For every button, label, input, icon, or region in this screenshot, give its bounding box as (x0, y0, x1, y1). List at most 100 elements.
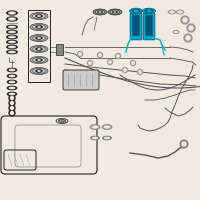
Ellipse shape (104, 137, 110, 139)
FancyBboxPatch shape (130, 13, 142, 40)
Ellipse shape (102, 136, 112, 140)
Ellipse shape (7, 86, 17, 90)
Circle shape (132, 62, 134, 64)
Circle shape (130, 60, 136, 66)
Circle shape (10, 112, 14, 114)
Circle shape (88, 60, 92, 66)
Ellipse shape (170, 11, 174, 13)
Ellipse shape (58, 119, 66, 122)
Ellipse shape (32, 46, 46, 51)
Circle shape (89, 62, 91, 64)
Circle shape (108, 60, 112, 64)
Circle shape (122, 68, 128, 72)
Ellipse shape (30, 12, 48, 20)
Ellipse shape (7, 68, 17, 72)
Ellipse shape (7, 92, 17, 96)
Ellipse shape (8, 18, 16, 20)
Ellipse shape (36, 70, 42, 72)
Ellipse shape (92, 126, 98, 128)
Ellipse shape (6, 45, 18, 49)
Circle shape (124, 69, 126, 71)
Ellipse shape (38, 70, 40, 72)
Ellipse shape (32, 36, 46, 40)
Ellipse shape (8, 26, 16, 28)
Circle shape (117, 55, 119, 57)
Ellipse shape (93, 9, 107, 15)
FancyBboxPatch shape (146, 15, 152, 36)
Circle shape (98, 52, 102, 58)
Ellipse shape (32, 24, 46, 29)
Ellipse shape (130, 8, 142, 14)
Ellipse shape (102, 124, 112, 130)
Ellipse shape (9, 87, 15, 89)
Ellipse shape (32, 14, 46, 19)
Ellipse shape (104, 126, 110, 128)
Ellipse shape (36, 36, 42, 40)
Ellipse shape (110, 10, 120, 14)
Circle shape (186, 36, 190, 40)
Ellipse shape (36, 58, 42, 62)
Ellipse shape (6, 25, 18, 29)
Circle shape (9, 110, 15, 116)
Ellipse shape (30, 23, 48, 30)
Ellipse shape (36, 47, 42, 50)
Ellipse shape (6, 17, 18, 21)
FancyBboxPatch shape (133, 15, 139, 36)
Ellipse shape (176, 10, 184, 14)
Ellipse shape (6, 11, 18, 15)
Circle shape (9, 95, 15, 101)
Ellipse shape (108, 9, 122, 15)
Ellipse shape (32, 58, 46, 62)
Ellipse shape (7, 80, 17, 84)
FancyBboxPatch shape (56, 44, 63, 55)
FancyBboxPatch shape (63, 70, 99, 90)
Ellipse shape (9, 75, 15, 77)
Ellipse shape (147, 10, 151, 12)
Ellipse shape (178, 11, 182, 13)
Ellipse shape (134, 10, 138, 12)
Ellipse shape (38, 37, 40, 39)
Ellipse shape (9, 93, 15, 95)
Ellipse shape (6, 40, 18, 44)
Ellipse shape (8, 31, 16, 33)
Circle shape (182, 142, 186, 146)
Ellipse shape (38, 59, 40, 61)
Circle shape (9, 100, 15, 106)
Ellipse shape (7, 74, 17, 78)
Circle shape (181, 16, 189, 24)
Ellipse shape (9, 81, 15, 83)
Circle shape (184, 34, 192, 42)
Circle shape (180, 140, 188, 148)
Ellipse shape (30, 56, 48, 64)
Ellipse shape (95, 10, 105, 14)
Circle shape (79, 53, 81, 55)
Ellipse shape (90, 136, 100, 140)
Ellipse shape (36, 25, 42, 28)
Ellipse shape (32, 68, 46, 73)
Circle shape (99, 54, 101, 56)
Ellipse shape (8, 46, 16, 48)
Circle shape (10, 97, 14, 99)
Ellipse shape (30, 34, 48, 42)
Ellipse shape (114, 11, 116, 12)
Circle shape (189, 26, 193, 30)
Circle shape (78, 51, 83, 56)
Ellipse shape (6, 35, 18, 39)
Ellipse shape (6, 50, 18, 54)
Circle shape (10, 106, 14, 110)
FancyBboxPatch shape (143, 13, 155, 40)
Circle shape (116, 53, 120, 58)
Ellipse shape (90, 124, 100, 130)
Ellipse shape (174, 31, 178, 33)
Ellipse shape (30, 68, 48, 74)
Ellipse shape (112, 11, 118, 13)
Ellipse shape (99, 11, 101, 12)
Circle shape (10, 102, 14, 104)
Ellipse shape (8, 51, 16, 53)
Ellipse shape (30, 46, 48, 52)
Ellipse shape (38, 48, 40, 50)
Ellipse shape (9, 69, 15, 71)
Circle shape (187, 24, 195, 32)
Circle shape (183, 18, 187, 22)
Ellipse shape (132, 9, 140, 13)
